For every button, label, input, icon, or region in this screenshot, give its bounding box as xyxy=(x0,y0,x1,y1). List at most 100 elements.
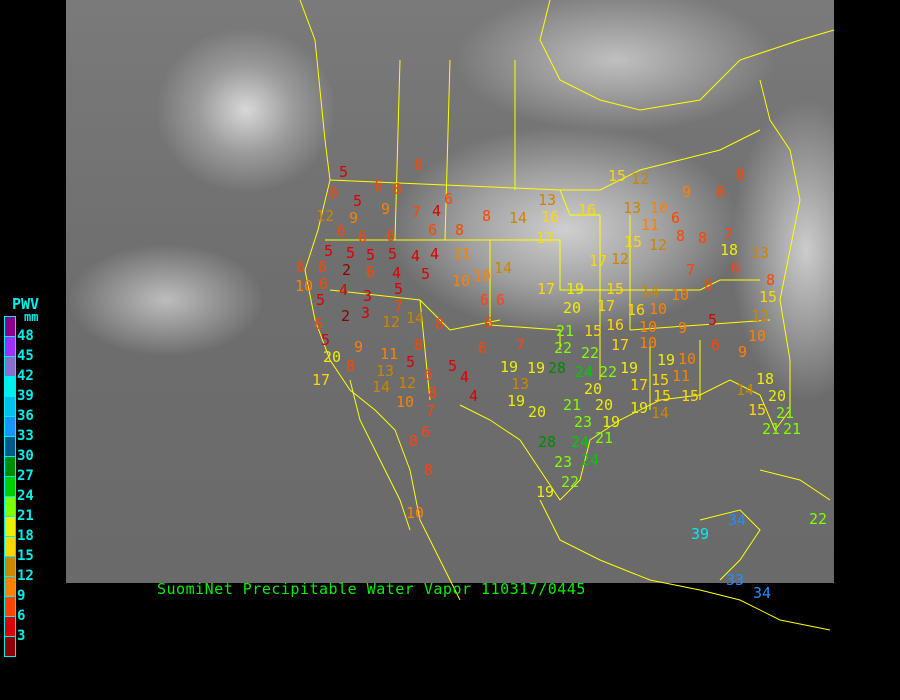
station-pwv-value: 12 xyxy=(611,250,630,268)
station-pwv-value: 14 xyxy=(736,381,755,399)
legend-label: 39 xyxy=(17,388,34,404)
station-pwv-value: 14 xyxy=(641,283,660,301)
station-pwv-value: 19 xyxy=(602,413,621,431)
station-pwv-value: 18 xyxy=(720,241,739,259)
station-pwv-value: 4 xyxy=(460,368,470,386)
station-pwv-value: 6 xyxy=(319,275,329,293)
station-pwv-value: 5 xyxy=(316,291,326,309)
boundary-line xyxy=(759,469,831,501)
station-pwv-value: 6 xyxy=(424,366,434,384)
station-pwv-value: 10 xyxy=(406,504,425,522)
legend-label: 15 xyxy=(17,548,34,564)
map-caption: SuomiNet Precipitable Water Vapor 110317… xyxy=(157,580,586,598)
station-pwv-value: 15 xyxy=(608,167,627,185)
boundary-line xyxy=(599,215,631,380)
legend-color-bar xyxy=(4,316,16,657)
station-pwv-value: 11 xyxy=(641,216,660,234)
station-pwv-value: 15 xyxy=(748,401,767,419)
station-pwv-value: 15 xyxy=(651,371,670,389)
station-pwv-value: 34 xyxy=(728,511,747,529)
station-pwv-value: 5 xyxy=(708,311,718,329)
legend-label: 3 xyxy=(17,628,26,644)
station-pwv-value: 6 xyxy=(421,423,431,441)
station-pwv-value: 8 xyxy=(716,183,726,201)
station-pwv-value: 2 xyxy=(342,261,352,279)
boundary-line xyxy=(329,179,600,216)
legend-swatch xyxy=(5,597,15,617)
station-pwv-value: 8 xyxy=(414,156,424,174)
legend-swatch xyxy=(5,477,15,497)
boundary-line xyxy=(299,0,461,601)
station-pwv-value: 20 xyxy=(563,299,582,317)
station-pwv-value: 21 xyxy=(563,396,582,414)
legend-label: 27 xyxy=(17,468,34,484)
legend-label: 9 xyxy=(17,588,26,604)
station-pwv-value: 19 xyxy=(620,359,639,377)
station-pwv-value: 3 xyxy=(361,304,371,322)
station-pwv-value: 6 xyxy=(358,228,368,246)
station-pwv-value: 6 xyxy=(318,258,328,276)
legend-swatch xyxy=(5,537,15,557)
station-pwv-value: 8 xyxy=(736,166,746,184)
legend-unit: mm xyxy=(24,310,39,324)
station-pwv-value: 5 xyxy=(388,245,398,263)
station-pwv-value: 12 xyxy=(649,236,668,254)
station-pwv-value: 6 xyxy=(386,227,396,245)
station-pwv-value: 6 xyxy=(428,221,438,239)
station-pwv-value: 10 xyxy=(452,272,471,290)
station-pwv-value: 5 xyxy=(366,246,376,264)
station-pwv-value: 8 xyxy=(409,432,419,450)
station-pwv-value: 6 xyxy=(704,276,714,294)
boundary-line xyxy=(329,289,501,331)
station-pwv-value: 21 xyxy=(776,404,795,422)
station-pwv-value: 16 xyxy=(541,208,560,226)
station-pwv-value: 16 xyxy=(578,201,597,219)
station-pwv-value: 10 xyxy=(639,334,658,352)
station-pwv-value: 10 xyxy=(295,277,314,295)
station-pwv-value: 6 xyxy=(374,177,384,195)
station-pwv-value: 8 xyxy=(455,221,465,239)
station-pwv-value: 10 xyxy=(678,350,697,368)
legend-label: 33 xyxy=(17,428,34,444)
station-pwv-value: 13 xyxy=(623,199,642,217)
station-pwv-value: 6 xyxy=(337,222,347,240)
station-pwv-value: 10 xyxy=(650,199,669,217)
station-pwv-value: 15 xyxy=(759,288,778,306)
station-pwv-value: 19 xyxy=(536,483,555,501)
station-pwv-value: 9 xyxy=(678,319,688,337)
station-pwv-value: 8 xyxy=(435,315,445,333)
station-pwv-value: 23 xyxy=(554,453,573,471)
station-pwv-value: 21 xyxy=(783,420,802,438)
boundary-line xyxy=(560,129,761,191)
station-pwv-value: 11 xyxy=(453,245,472,263)
boundary-line xyxy=(349,379,411,531)
legend-label: 42 xyxy=(17,368,34,384)
station-pwv-value: 17 xyxy=(597,297,616,315)
station-pwv-value: 14 xyxy=(651,404,670,422)
legend-swatch xyxy=(5,457,15,477)
station-pwv-value: 7 xyxy=(394,297,404,315)
station-pwv-value: 7 xyxy=(724,225,734,243)
boundary-line xyxy=(325,239,561,350)
legend-swatch xyxy=(5,357,15,377)
station-pwv-value: 5 xyxy=(448,357,458,375)
station-pwv-value: 34 xyxy=(753,584,772,602)
station-pwv-value: 13 xyxy=(376,362,395,380)
station-pwv-value: 22 xyxy=(561,473,580,491)
station-pwv-value: 13 xyxy=(511,375,530,393)
station-pwv-value: 5 xyxy=(394,280,404,298)
station-pwv-value: 17 xyxy=(312,371,331,389)
boundary-line xyxy=(419,239,600,401)
station-pwv-value: 15 xyxy=(681,387,700,405)
station-pwv-value: 12 xyxy=(398,374,417,392)
station-pwv-value: 14 xyxy=(494,259,513,277)
legend-swatch xyxy=(5,557,15,577)
station-pwv-value: 6 xyxy=(444,190,454,208)
station-pwv-value: 4 xyxy=(392,264,402,282)
station-pwv-value: 6 xyxy=(671,209,681,227)
station-pwv-value: 6 xyxy=(296,258,306,276)
legend-swatch xyxy=(5,517,15,537)
station-pwv-value: 21 xyxy=(762,420,781,438)
station-pwv-value: 6 xyxy=(480,291,490,309)
